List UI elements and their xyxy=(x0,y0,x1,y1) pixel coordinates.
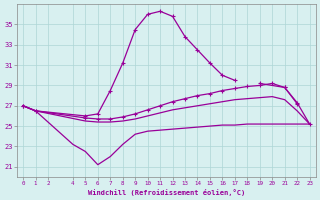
X-axis label: Windchill (Refroidissement éolien,°C): Windchill (Refroidissement éolien,°C) xyxy=(88,189,245,196)
